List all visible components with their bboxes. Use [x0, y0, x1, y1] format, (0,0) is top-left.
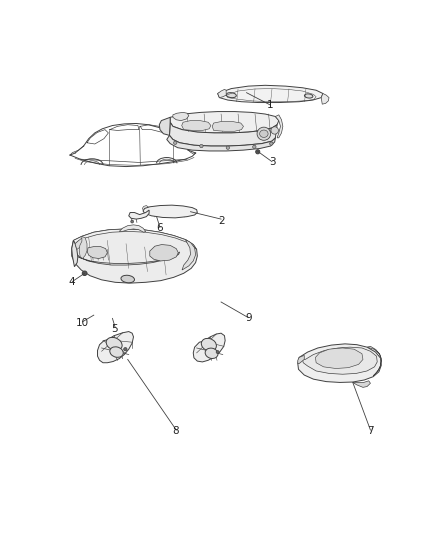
Ellipse shape: [253, 145, 256, 149]
Polygon shape: [72, 240, 78, 266]
Ellipse shape: [257, 127, 271, 140]
Polygon shape: [182, 240, 196, 270]
Text: 5: 5: [111, 324, 117, 334]
Ellipse shape: [216, 351, 219, 353]
Polygon shape: [298, 356, 304, 364]
Text: 6: 6: [157, 223, 163, 233]
Polygon shape: [170, 122, 277, 146]
Polygon shape: [98, 332, 134, 363]
Text: 8: 8: [172, 426, 179, 437]
Ellipse shape: [173, 141, 177, 144]
Text: 10: 10: [75, 318, 88, 327]
Ellipse shape: [270, 142, 273, 145]
Ellipse shape: [131, 220, 134, 223]
Text: 3: 3: [268, 157, 276, 167]
Ellipse shape: [256, 150, 260, 154]
Ellipse shape: [271, 127, 279, 134]
Ellipse shape: [226, 146, 230, 149]
Polygon shape: [75, 238, 83, 249]
Polygon shape: [74, 229, 197, 249]
Text: 9: 9: [245, 313, 251, 324]
Polygon shape: [218, 90, 226, 98]
Polygon shape: [119, 225, 146, 232]
Polygon shape: [321, 93, 329, 104]
Ellipse shape: [106, 337, 122, 350]
Ellipse shape: [201, 338, 216, 351]
Polygon shape: [367, 346, 381, 376]
Polygon shape: [212, 122, 244, 131]
Ellipse shape: [205, 348, 218, 359]
Polygon shape: [173, 112, 189, 120]
Text: 2: 2: [218, 216, 224, 226]
Ellipse shape: [124, 348, 127, 351]
Text: 4: 4: [68, 277, 75, 287]
Polygon shape: [150, 245, 178, 261]
Ellipse shape: [145, 213, 147, 215]
Polygon shape: [78, 252, 180, 265]
Text: 7: 7: [367, 426, 374, 437]
Ellipse shape: [110, 347, 123, 357]
Ellipse shape: [304, 94, 313, 98]
Ellipse shape: [121, 275, 134, 283]
Ellipse shape: [200, 144, 203, 148]
Polygon shape: [315, 348, 363, 368]
Ellipse shape: [82, 271, 87, 276]
Polygon shape: [167, 135, 276, 151]
Ellipse shape: [260, 130, 268, 138]
Polygon shape: [142, 206, 150, 213]
Polygon shape: [170, 111, 279, 133]
Polygon shape: [72, 229, 197, 283]
Polygon shape: [87, 247, 107, 259]
Polygon shape: [79, 236, 87, 259]
Polygon shape: [159, 117, 170, 135]
Text: 1: 1: [267, 100, 274, 110]
Polygon shape: [303, 347, 377, 374]
Polygon shape: [298, 344, 381, 383]
Polygon shape: [129, 210, 149, 219]
Polygon shape: [353, 381, 371, 387]
Ellipse shape: [226, 93, 237, 98]
Polygon shape: [143, 205, 197, 218]
Polygon shape: [193, 333, 225, 362]
Polygon shape: [218, 85, 323, 102]
Polygon shape: [182, 120, 211, 131]
Polygon shape: [276, 115, 283, 138]
